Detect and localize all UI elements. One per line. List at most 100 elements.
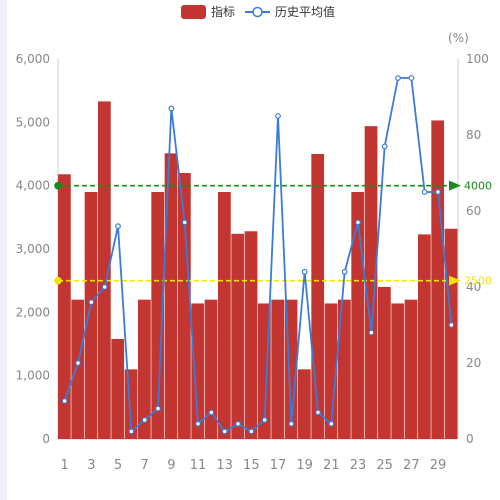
bar [71, 299, 85, 439]
x-tick-label: 1 [61, 458, 69, 473]
y-left-tick-label: 1,000 [16, 369, 50, 383]
line-point [221, 428, 228, 435]
legend-bar-swatch[interactable] [181, 5, 206, 19]
bar [298, 369, 311, 439]
line-point [101, 284, 108, 290]
legend[interactable]: 指标 历史平均值 [181, 4, 335, 19]
legend-line-marker[interactable] [252, 6, 263, 18]
left-edge-strip [0, 0, 7, 500]
line-point [368, 329, 375, 336]
legend-line-label[interactable]: 历史平均值 [275, 4, 335, 19]
line-point [341, 268, 348, 275]
line-point [61, 398, 68, 404]
line-point [275, 113, 281, 119]
bar [431, 120, 445, 439]
reference-end-arrow [449, 180, 461, 191]
x-tick-label: 11 [190, 458, 207, 473]
y-left-tick-label: 6,000 [16, 52, 50, 66]
y-right-tick-label: 40 [466, 280, 481, 294]
x-tick-label: 13 [216, 458, 233, 473]
y-left-tick-label: 2,000 [16, 305, 50, 319]
bar [151, 192, 165, 439]
bar [271, 299, 285, 439]
line-point [155, 405, 161, 412]
line-point [115, 223, 121, 230]
line-point [195, 420, 201, 427]
bar [191, 303, 205, 439]
bar [204, 299, 218, 439]
bar [178, 173, 191, 439]
line-point [75, 360, 81, 366]
bar [338, 299, 351, 439]
x-tick-label: 21 [323, 458, 340, 473]
bar [324, 303, 338, 439]
line-point [235, 420, 241, 427]
x-tick-label: 19 [296, 458, 313, 473]
bar [138, 299, 151, 439]
axes: 0 1,000 2,000 3,000 4,000 5,000 6,000 0 20 40 60 80… [16, 52, 489, 473]
reference-lines: 4000 2500 [54, 180, 492, 288]
bar [231, 233, 245, 439]
line-point [141, 417, 148, 423]
x-tick-label: 3 [87, 458, 95, 473]
bar [244, 231, 258, 439]
bar [351, 192, 365, 439]
y-right-tick-label: 80 [466, 128, 481, 142]
y-right-tick-label: 60 [466, 204, 481, 218]
line-point [288, 420, 295, 427]
line-point [168, 105, 175, 112]
x-tick-label: 27 [403, 458, 420, 473]
bar [111, 338, 125, 439]
y-left-tick-label: 4,000 [16, 179, 50, 193]
y-right-tick-label: 100 [466, 52, 489, 66]
line-point [261, 417, 268, 423]
x-tick-label: 23 [350, 458, 367, 473]
line-point [408, 75, 415, 81]
x-tick-label: 25 [376, 458, 393, 473]
bar [378, 287, 391, 439]
reference-line-label: 4000 [464, 180, 492, 193]
bar [404, 299, 418, 439]
bar [391, 303, 405, 439]
line-point [435, 189, 441, 195]
line-point [128, 428, 135, 435]
legend-bar-label[interactable]: 指标 [211, 4, 235, 19]
line-point [395, 75, 401, 81]
x-tick-label: 7 [141, 458, 149, 473]
y-left-tick-label: 3,000 [16, 242, 50, 256]
y-right-tick-label: 20 [466, 356, 481, 370]
line-point [448, 322, 455, 328]
line-point [355, 219, 361, 226]
reference-start-marker [54, 276, 62, 285]
bar [84, 192, 98, 439]
reference-end-arrow [449, 275, 461, 286]
x-tick-label: 15 [243, 458, 260, 473]
x-tick-label: 5 [114, 458, 122, 473]
line-point [181, 219, 188, 226]
line-point [88, 299, 95, 306]
line-point [208, 409, 215, 416]
bar [218, 192, 231, 439]
y-left-tick-label: 5,000 [16, 115, 50, 129]
line-point [328, 420, 335, 427]
bar [164, 153, 178, 439]
line-point [421, 189, 428, 195]
bar [311, 154, 325, 439]
reference-start-marker [54, 181, 62, 190]
y-right-tick-label: 0 [466, 432, 474, 446]
reference-line-label: 2500 [464, 275, 492, 288]
bar [58, 174, 71, 439]
line-point [248, 428, 255, 435]
x-tick-label: 9 [167, 458, 175, 473]
y-left-tick-label: 0 [42, 432, 50, 446]
x-tick-label: 17 [270, 458, 287, 473]
x-tick-label: 29 [430, 458, 447, 473]
line-point [301, 268, 308, 275]
bar [364, 126, 378, 439]
line-path [63, 77, 453, 433]
bar [418, 234, 431, 439]
line-series [61, 75, 455, 435]
bar [444, 228, 458, 439]
line-point [315, 409, 321, 416]
